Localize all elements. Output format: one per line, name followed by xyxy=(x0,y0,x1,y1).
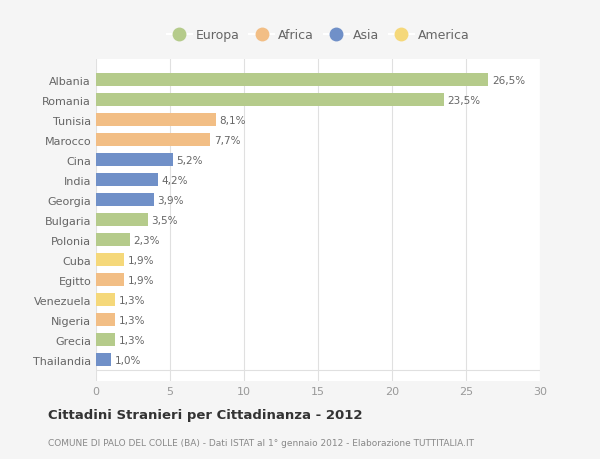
Text: 1,9%: 1,9% xyxy=(128,275,154,285)
Text: COMUNE DI PALO DEL COLLE (BA) - Dati ISTAT al 1° gennaio 2012 - Elaborazione TUT: COMUNE DI PALO DEL COLLE (BA) - Dati IST… xyxy=(48,438,474,447)
Text: 3,5%: 3,5% xyxy=(151,215,178,225)
Bar xyxy=(96,214,148,227)
Text: 1,3%: 1,3% xyxy=(119,335,145,345)
Bar xyxy=(96,74,488,87)
Bar xyxy=(96,334,115,347)
Text: 8,1%: 8,1% xyxy=(220,116,246,126)
Text: 26,5%: 26,5% xyxy=(492,76,525,86)
Text: 7,7%: 7,7% xyxy=(214,135,240,146)
Bar xyxy=(96,353,111,366)
Bar xyxy=(96,134,210,147)
Text: 1,3%: 1,3% xyxy=(119,295,145,305)
Text: 3,9%: 3,9% xyxy=(157,196,184,205)
Text: 1,3%: 1,3% xyxy=(119,315,145,325)
Bar xyxy=(96,234,130,247)
Text: 1,0%: 1,0% xyxy=(115,355,141,365)
Text: 1,9%: 1,9% xyxy=(128,255,154,265)
Bar xyxy=(96,274,124,286)
Bar xyxy=(96,294,115,307)
Bar xyxy=(96,94,444,107)
Bar xyxy=(96,194,154,207)
Bar xyxy=(96,313,115,326)
Legend: Europa, Africa, Asia, America: Europa, Africa, Asia, America xyxy=(161,24,475,47)
Text: 5,2%: 5,2% xyxy=(176,156,203,166)
Bar xyxy=(96,174,158,187)
Bar xyxy=(96,154,173,167)
Text: 23,5%: 23,5% xyxy=(448,96,481,106)
Text: 2,3%: 2,3% xyxy=(134,235,160,245)
Bar xyxy=(96,114,216,127)
Text: 4,2%: 4,2% xyxy=(162,175,188,185)
Bar xyxy=(96,254,124,267)
Text: Cittadini Stranieri per Cittadinanza - 2012: Cittadini Stranieri per Cittadinanza - 2… xyxy=(48,408,362,421)
